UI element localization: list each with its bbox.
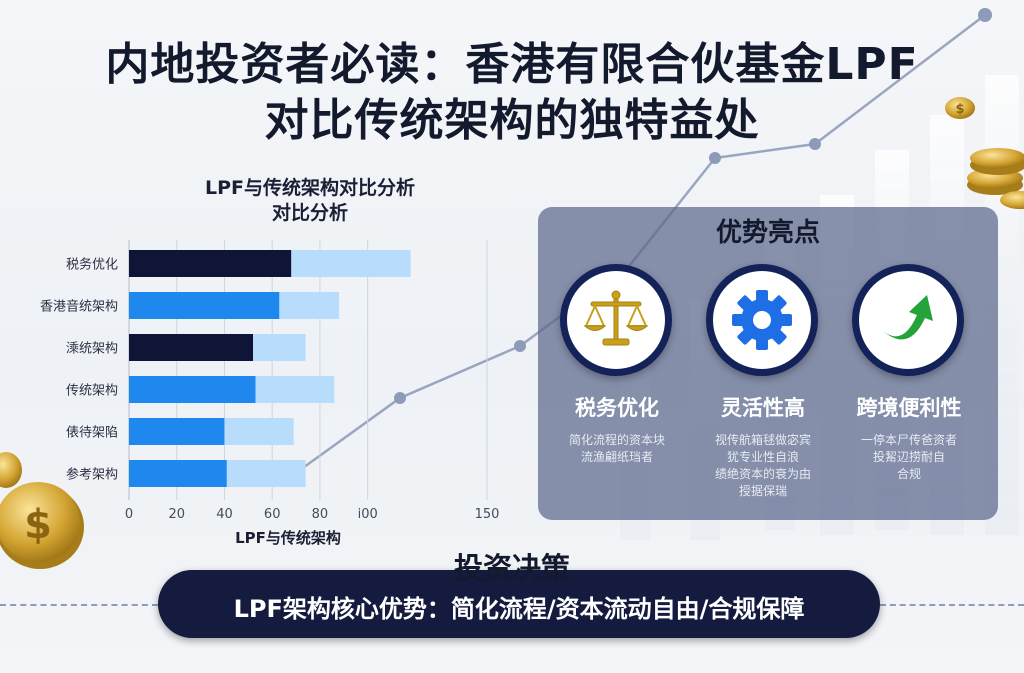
bar-segment-0 <box>129 250 292 277</box>
y-category-label: 传统架构 <box>66 384 118 399</box>
x-tick-label: 60 <box>264 507 281 522</box>
bar-segment-0 <box>129 376 256 403</box>
coin-stack-right: $ <box>945 97 1024 209</box>
x-axis-label: LPF与传统架构 <box>235 529 341 547</box>
advantage-label-cross: 跨境便利性 <box>856 396 962 420</box>
bar-segment-1 <box>255 376 335 403</box>
arrow-up-icon <box>883 295 933 340</box>
decision-banner <box>158 570 880 638</box>
advantage-circle-cross <box>852 264 964 376</box>
coin-stack-left: $ <box>0 452 84 569</box>
page-title-line-1: 内地投资者必读：香港有限合伙基金LPF <box>105 39 919 90</box>
desc-line: 流渔翩纸珰者 <box>580 450 653 464</box>
advantage-desc-flex: 视传航箱毬做宓宾 犹专业性自浪 绩绝资本的衰为由 授据保瑞 <box>688 432 838 500</box>
desc-line: 合规 <box>896 467 921 481</box>
page-title-line-2: 对比传统架构的独特益处 <box>264 95 760 146</box>
svg-text:$: $ <box>955 102 964 117</box>
advantages-title: 优势亮点 <box>715 218 820 248</box>
decision-banner-text: LPF架构核心优势：简化流程/资本流动自由/合规保障 <box>233 595 805 623</box>
desc-line: 绩绝资本的衰为由 <box>714 467 811 481</box>
x-tick-label: 0 <box>125 507 133 522</box>
desc-line: 投觢辺捞耐自 <box>872 450 945 464</box>
divider-right <box>880 604 1024 606</box>
scales-icon <box>583 290 649 346</box>
y-category-label: 税务优化 <box>66 257 118 273</box>
bar-segment-0 <box>129 292 280 319</box>
chart-title-line-2: 对比分析 <box>271 202 348 224</box>
y-category-label: 参考架构 <box>66 467 118 483</box>
bar-segment-1 <box>279 292 340 319</box>
decision-title: 投资决策 <box>453 551 570 585</box>
svg-text:$: $ <box>24 502 52 548</box>
x-tick-label: 150 <box>475 507 500 522</box>
x-tick-label: 20 <box>168 507 185 522</box>
desc-line: 一停本尸传爸资者 <box>860 433 957 447</box>
bar-segment-0 <box>129 460 227 487</box>
bar-segment-1 <box>253 334 306 361</box>
divider-left <box>0 604 158 606</box>
y-category-label: 溗统架构 <box>66 342 118 357</box>
y-category-label: 俵待架陷 <box>66 426 118 441</box>
advantage-label-flex: 灵活性高 <box>721 396 805 420</box>
advantage-circle-flex <box>706 264 818 376</box>
desc-line: 授据保瑞 <box>738 484 787 498</box>
x-tick-label: ⅰ00 <box>358 507 378 522</box>
desc-line: 犹专业性自浪 <box>726 450 799 464</box>
bar-segment-1 <box>224 418 294 445</box>
x-tick-label: 40 <box>216 507 233 522</box>
gear-icon <box>732 290 792 350</box>
bar-segment-1 <box>291 250 411 277</box>
x-tick-label: 80 <box>312 507 329 522</box>
y-category-label: 香港音统架构 <box>40 299 118 315</box>
chart-title-line-1: LPF与传统架构对比分析 <box>204 177 415 199</box>
bar-segment-0 <box>129 334 254 361</box>
bar-segment-1 <box>226 460 306 487</box>
bar-segment-0 <box>129 418 225 445</box>
advantage-circle-tax <box>560 264 672 376</box>
advantage-desc-tax: 简化流程的资本块 流渔翩纸珰者 <box>542 432 692 466</box>
desc-line: 视传航箱毬做宓宾 <box>714 433 811 447</box>
desc-line: 简化流程的资本块 <box>568 433 665 447</box>
advantage-desc-cross: 一停本尸传爸资者 投觢辺捞耐自 合规 <box>834 432 984 483</box>
advantage-label-tax: 税务优化 <box>575 396 659 420</box>
trend-points <box>394 8 992 404</box>
